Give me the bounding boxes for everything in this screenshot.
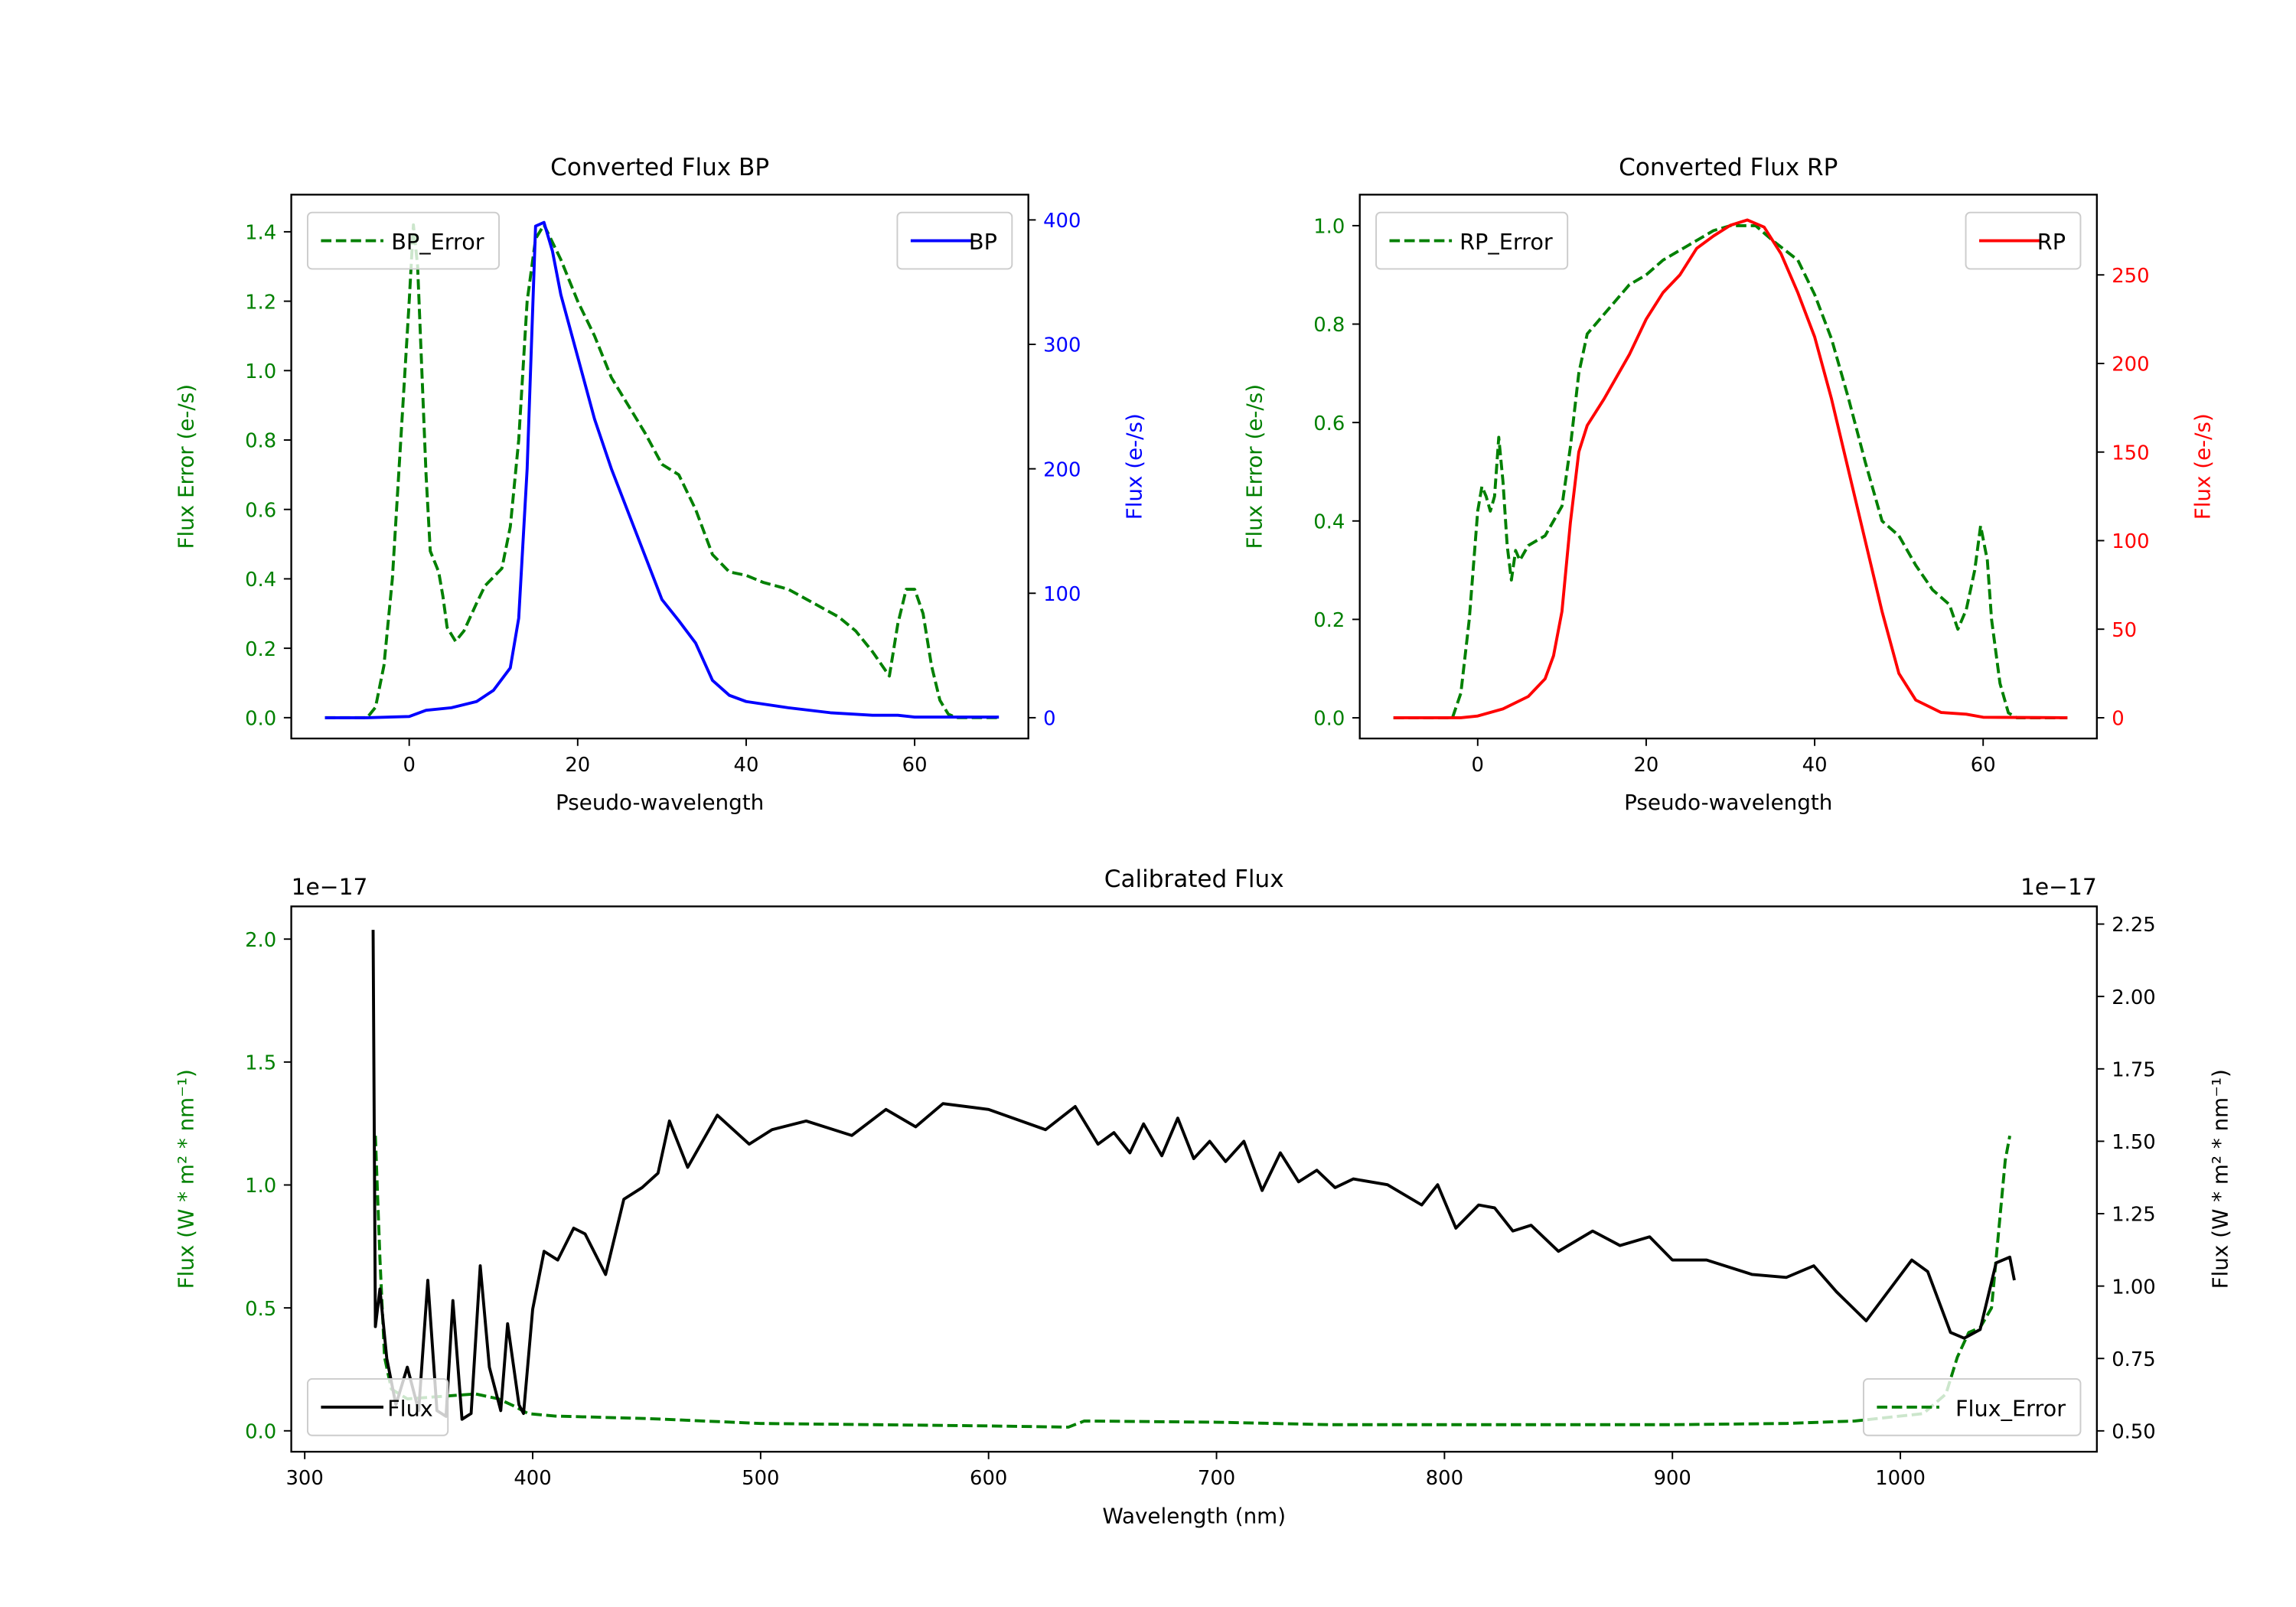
legend-box — [306, 211, 501, 270]
y-right-tick-label: 150 — [2112, 442, 2149, 464]
x-axis-label: Wavelength (nm) — [1102, 1503, 1286, 1528]
legend-label: RP_Error — [1459, 229, 1553, 255]
y-left-tick-label: 0.4 — [1313, 510, 1345, 533]
axes-frame — [290, 905, 2098, 1453]
legend-label: BP_Error — [391, 229, 484, 255]
y-right-tick-label: 0 — [1043, 708, 1055, 731]
y-left-tick-label: 1.4 — [245, 222, 276, 245]
y-left-tick-label: 1.5 — [245, 1052, 276, 1075]
y-right-offset-text: 1e−17 — [2020, 874, 2097, 901]
x-tick-label: 800 — [1426, 1467, 1463, 1490]
x-tick-label: 500 — [742, 1467, 779, 1490]
y-left-tick-label: 0.8 — [245, 430, 276, 453]
legend-rp: RP — [1965, 211, 2082, 270]
x-axis-label: Pseudo-wavelength — [1624, 790, 1832, 815]
legend-label: BP — [969, 229, 997, 255]
x-tick-label: 40 — [734, 754, 759, 777]
y-right-tick-label: 0.75 — [2112, 1348, 2155, 1371]
y-right-axis-label: Flux (e-/s) — [2190, 413, 2215, 520]
y-left-tick-label: 1.0 — [245, 1175, 276, 1198]
legend-flux: Flux — [306, 1377, 449, 1436]
x-tick-label: 1000 — [1875, 1467, 1926, 1490]
y-left-tick-label: 0.4 — [245, 569, 276, 592]
legend-bp: BP — [896, 211, 1013, 270]
y-right-tick-label: 0.50 — [2112, 1421, 2155, 1444]
chart-1: Converted Flux BP 0 20 40 60 Pseudo-wavelengt… — [173, 154, 1146, 815]
x-tick-label: 20 — [1634, 754, 1659, 777]
legend-box — [1375, 211, 1569, 270]
y-left-tick-label: 0.2 — [1313, 609, 1345, 632]
series-line-rp-error — [1393, 223, 2068, 719]
y-left-tick-label: 0.5 — [245, 1298, 276, 1321]
legend-rp-error: RP_Error — [1375, 211, 1569, 270]
y-left-tick-label: 0.2 — [245, 638, 276, 661]
y-right-tick-label: 2.25 — [2112, 914, 2155, 937]
x-axis-label: Pseudo-wavelength — [556, 790, 764, 815]
y-left-tick-label: 1.0 — [1313, 216, 1345, 239]
y-left-tick-label: 0.6 — [1313, 412, 1345, 435]
y-left-axis-label: Flux (W * m² * nm⁻¹) — [173, 1069, 198, 1289]
x-tick-label: 0 — [403, 754, 415, 777]
y-right-tick-label: 100 — [2112, 530, 2149, 553]
chart-2: Converted Flux RP 0 20 40 60 Pseudo-wavelengt… — [1242, 154, 2216, 815]
x-tick-label: 600 — [970, 1467, 1007, 1490]
y-right-tick-label: 2.00 — [2112, 986, 2155, 1009]
y-right-tick-label: 1.50 — [2112, 1131, 2155, 1154]
x-tick-label: 20 — [565, 754, 590, 777]
legend-flux-error: Flux_Error — [1862, 1377, 2082, 1436]
y-right-tick-label: 50 — [2112, 619, 2137, 642]
y-left-tick-label: 1.2 — [245, 291, 276, 314]
x-tick-label: 0 — [1472, 754, 1484, 777]
x-tick-label: 400 — [514, 1467, 551, 1490]
legend-label: Flux_Error — [1955, 1395, 2066, 1421]
y-left-axis-label: Flux Error (e-/s) — [1242, 384, 1267, 549]
legend-box — [1862, 1377, 2082, 1436]
axes-frame — [290, 194, 1029, 740]
x-tick-label: 700 — [1198, 1467, 1235, 1490]
y-left-axis-label: Flux Error (e-/s) — [173, 384, 198, 549]
series-line-bp-error — [325, 223, 1000, 719]
axes-frame — [1358, 194, 2098, 740]
y-left-tick-label: 0.8 — [1313, 314, 1345, 337]
series-line-flux — [371, 930, 2016, 1421]
y-left-tick-label: 0.0 — [245, 708, 276, 731]
y-right-axis-label: Flux (W * m² * nm⁻¹) — [2208, 1069, 2233, 1289]
y-right-tick-label: 250 — [2112, 265, 2149, 288]
x-tick-label: 900 — [1654, 1467, 1691, 1490]
y-right-tick-label: 100 — [1043, 583, 1081, 606]
y-left-tick-label: 0.6 — [245, 499, 276, 522]
y-right-tick-label: 400 — [1043, 210, 1081, 233]
y-right-axis-label: Flux (e-/s) — [1121, 413, 1146, 520]
legend-label: RP — [2037, 229, 2066, 255]
y-right-tick-label: 200 — [1043, 458, 1081, 481]
series-line-rp — [1393, 218, 2068, 719]
y-left-tick-label: 1.0 — [245, 360, 276, 383]
series-line-bp — [325, 220, 1000, 719]
chart-title: Converted Flux RP — [1619, 154, 1838, 181]
chart-title: Converted Flux BP — [550, 154, 769, 181]
y-left-tick-label: 2.0 — [245, 929, 276, 952]
y-right-tick-label: 1.75 — [2112, 1058, 2155, 1081]
x-tick-label: 60 — [1971, 754, 1996, 777]
y-right-tick-label: 1.25 — [2112, 1204, 2155, 1227]
legend-bp-error: BP_Error — [306, 211, 501, 270]
x-tick-label: 60 — [902, 754, 928, 777]
y-right-tick-label: 0 — [2112, 708, 2124, 731]
y-right-tick-label: 200 — [2112, 354, 2149, 376]
y-left-tick-label: 0.0 — [245, 1420, 276, 1443]
y-right-tick-label: 1.00 — [2112, 1276, 2155, 1299]
x-tick-label: 40 — [1802, 754, 1828, 777]
chart-3: Calibrated Flux 300 400 500 600 700 800 900 1000… — [173, 865, 2232, 1528]
chart-title: Calibrated Flux — [1104, 865, 1284, 893]
y-left-tick-label: 0.0 — [1313, 708, 1345, 731]
x-tick-label: 300 — [286, 1467, 324, 1490]
legend-label: Flux — [387, 1395, 433, 1421]
y-left-offset-text: 1e−17 — [292, 874, 368, 901]
y-right-tick-label: 300 — [1043, 334, 1081, 357]
